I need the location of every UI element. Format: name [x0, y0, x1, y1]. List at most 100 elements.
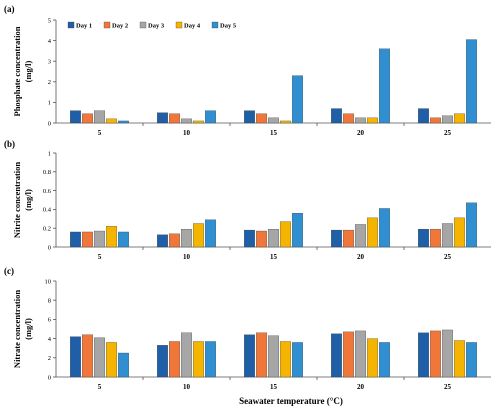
legend-label: Day 2: [112, 23, 128, 30]
bar-day-2: [82, 334, 93, 378]
x-tick-label: 15: [270, 129, 278, 137]
bar-day-4: [367, 338, 378, 378]
bar-day-5: [379, 342, 390, 378]
legend: Day 1 Day 2 Day 3 Day 4 Day 5: [67, 21, 237, 30]
panel-label: (b): [4, 139, 15, 149]
y-tick-label: 6: [48, 317, 52, 324]
y-tick-label: 5: [48, 17, 51, 24]
x-tick-label: 5: [98, 253, 102, 261]
y-axis-label: Nitrate concentration: [12, 290, 22, 368]
bar-day-4: [106, 342, 117, 378]
bar-day-2: [82, 231, 93, 248]
bar-day-4: [367, 117, 378, 124]
bar-day-4: [367, 217, 378, 248]
bar-day-5: [379, 48, 390, 124]
y-tick-label: 10: [45, 278, 52, 285]
bar-day-1: [418, 332, 429, 378]
x-tick-label: 10: [183, 253, 191, 261]
bar-day-2: [256, 230, 267, 248]
y-axis-unit: (mg/l): [23, 60, 33, 82]
bar-day-1: [244, 334, 255, 378]
bar-day-5: [466, 342, 477, 378]
bar-day-5: [466, 39, 477, 124]
bar-day-5: [118, 120, 129, 124]
bar-day-3: [442, 329, 453, 378]
bar-day-1: [70, 231, 81, 248]
bar-day-4: [280, 341, 291, 378]
bar-day-5: [118, 231, 129, 248]
legend-label: Day 3: [148, 23, 165, 30]
bar-day-4: [106, 226, 117, 248]
y-tick-label: 0.4: [43, 207, 52, 214]
y-tick-label: 2: [48, 79, 51, 86]
y-tick-label: 4: [48, 336, 52, 343]
bar-day-1: [331, 229, 342, 248]
bar-day-5: [466, 202, 477, 248]
bar-day-5: [292, 213, 303, 248]
x-tick-label: 20: [357, 253, 365, 261]
legend-label: Day 4: [184, 23, 201, 30]
bar-day-5: [292, 75, 303, 124]
bar-day-2: [430, 228, 441, 248]
bar-day-3: [268, 228, 279, 248]
y-tick-label: 0: [48, 120, 51, 127]
bar-day-3: [181, 228, 192, 248]
bar-day-4: [454, 113, 465, 124]
y-axis-label: Nitrite concentration: [12, 162, 22, 239]
bar-day-2: [256, 332, 267, 378]
y-tick-label: 8: [48, 298, 51, 305]
bar-day-1: [70, 336, 81, 378]
x-tick-label: 25: [444, 383, 452, 391]
bar-day-5: [379, 208, 390, 248]
bar-day-3: [94, 230, 105, 248]
x-tick-label: 15: [270, 383, 278, 391]
bar-day-4: [106, 118, 117, 124]
bar-day-1: [244, 229, 255, 248]
bar-day-5: [205, 110, 216, 124]
bar-day-2: [256, 113, 267, 124]
bar-day-2: [343, 229, 354, 248]
bar-day-3: [355, 224, 366, 248]
legend-swatch: [103, 21, 111, 29]
bar-day-4: [193, 223, 204, 248]
x-tick-label: 20: [357, 129, 365, 137]
x-tick-label: 5: [98, 129, 102, 137]
x-tick-label: 5: [98, 383, 102, 391]
bar-day-2: [430, 330, 441, 378]
bar-day-4: [280, 221, 291, 248]
bar-day-3: [94, 337, 105, 378]
bar-day-1: [244, 110, 255, 124]
y-tick-label: 0.6: [43, 188, 52, 195]
legend-swatch: [211, 21, 219, 29]
y-axis-label: Phosphate concentration: [12, 26, 22, 116]
bar-day-3: [355, 117, 366, 124]
bar-day-2: [169, 341, 180, 378]
bar-day-3: [355, 330, 366, 378]
y-tick-label: 0: [48, 374, 51, 381]
bar-day-1: [157, 112, 168, 124]
nitrite-panel: (b) Nitrite concentration (mg/l) 0 0.2 0.4 0.6…: [4, 139, 491, 261]
bar-day-2: [343, 113, 354, 124]
y-tick-label: 4: [48, 38, 52, 45]
bar-day-2: [430, 117, 441, 124]
y-axis-unit: (mg/l): [23, 318, 33, 340]
bar-day-1: [331, 333, 342, 378]
x-tick-label: 20: [357, 383, 365, 391]
y-tick-label: 1: [48, 100, 51, 107]
bar-day-3: [181, 332, 192, 378]
bar-day-3: [268, 335, 279, 378]
y-tick-label: 3: [48, 59, 51, 66]
bar-day-1: [157, 345, 168, 378]
nitrate-panel: (c) Nitrate concentration (mg/l) 0 2 4 6 8 10 5 10…: [4, 266, 491, 391]
y-axis-unit: (mg/l): [23, 189, 33, 211]
legend-label: Day 1: [76, 23, 92, 30]
bar-day-5: [205, 341, 216, 378]
bar-day-3: [94, 110, 105, 124]
x-tick-label: 25: [444, 253, 452, 261]
bar-day-5: [205, 219, 216, 248]
x-tick-label: 25: [444, 129, 452, 137]
bar-day-5: [292, 342, 303, 378]
bar-day-1: [331, 108, 342, 124]
legend-label: Day 5: [220, 23, 237, 30]
